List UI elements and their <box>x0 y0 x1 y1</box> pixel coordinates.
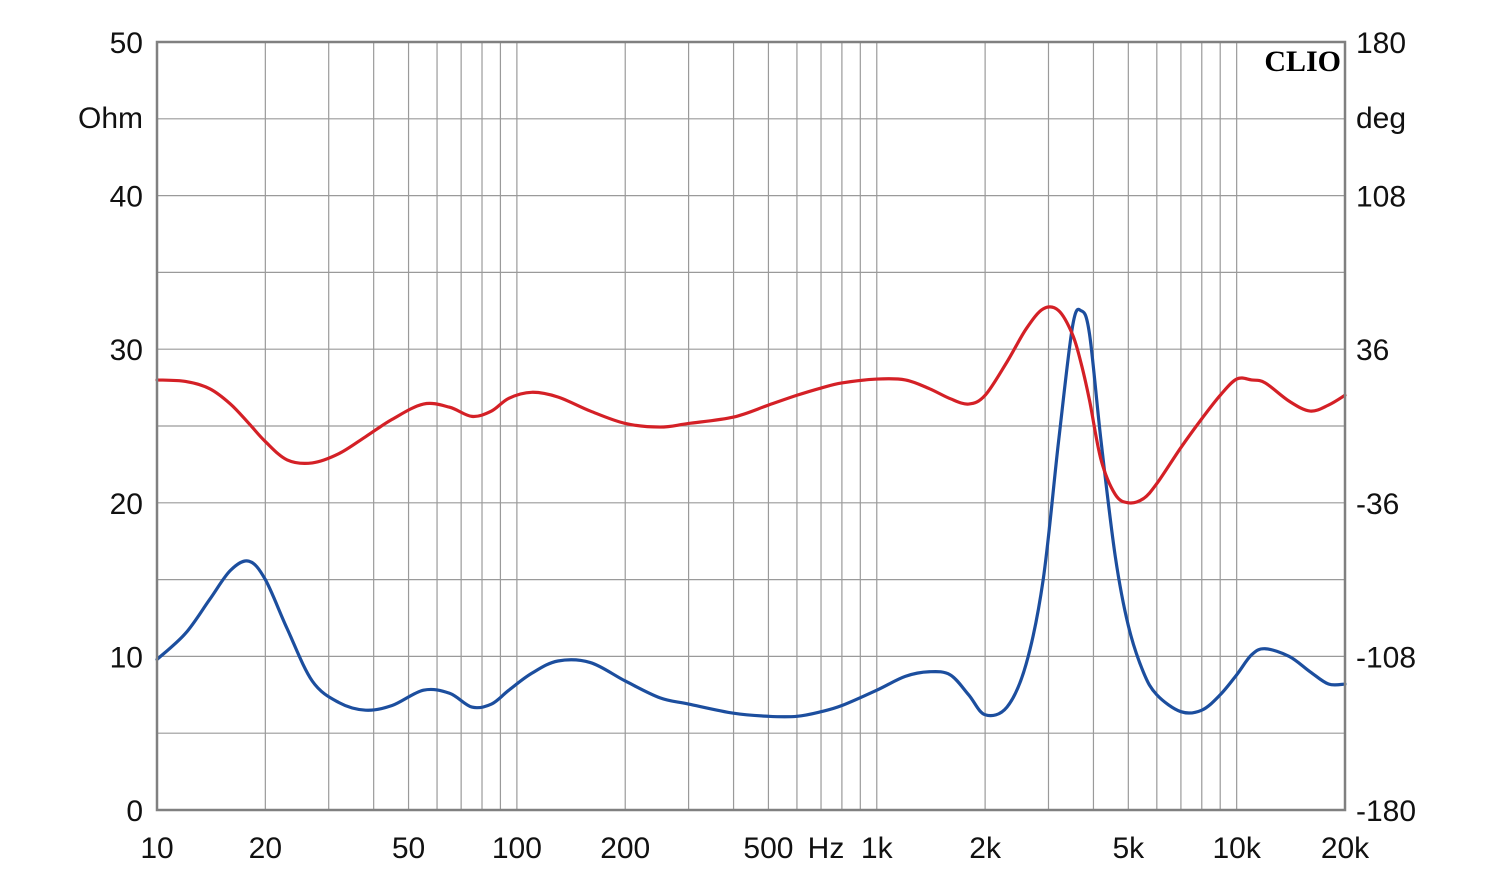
x-axis-tick-label: 10k <box>1212 832 1261 865</box>
phase-curve-red <box>155 305 1347 505</box>
left-axis-tick-label: 30 <box>110 334 143 367</box>
x-axis-tick-label: 5k <box>1112 832 1145 865</box>
right-axis-tick-label: 108 <box>1356 181 1406 214</box>
left-axis-tick-label: 0 <box>126 795 143 828</box>
left-axis-tick-label: 50 <box>110 27 143 60</box>
impedance-curve-blue <box>155 307 1347 719</box>
left-axis-unit-label: Ohm <box>78 102 143 135</box>
x-axis-tick-label: 200 <box>600 832 650 865</box>
x-axis-tick-label: 50 <box>392 832 425 865</box>
right-axis-tick-label: -180 <box>1356 795 1416 828</box>
left-axis-tick-label: 10 <box>110 641 143 674</box>
x-axis-tick-label: 1k <box>861 832 894 865</box>
x-axis-tick-label: 500 <box>743 832 793 865</box>
plot-frame <box>155 40 1347 812</box>
left-axis-tick-labels: 0 10 20 30 40 50 <box>110 27 143 828</box>
right-axis-tick-labels: -180 -108 -36 36 108 180 <box>1356 27 1416 828</box>
clio-brand-label: CLIO <box>1264 45 1341 78</box>
x-axis-unit-label: Hz <box>808 832 845 865</box>
right-axis-tick-label: -36 <box>1356 488 1399 521</box>
right-axis-tick-label: 36 <box>1356 334 1389 367</box>
right-axis-tick-label: 180 <box>1356 27 1406 60</box>
x-axis-tick-label: 20 <box>249 832 282 865</box>
plot-curves <box>155 305 1347 719</box>
left-axis-tick-label: 40 <box>110 181 143 214</box>
right-axis-tick-label: -108 <box>1356 641 1416 674</box>
x-axis-tick-label: 20k <box>1321 832 1370 865</box>
right-axis-unit-label: deg <box>1356 102 1406 135</box>
x-axis-tick-labels: 10 20 50 100 200 500 1k 2k 5k 10k 20k <box>140 832 1370 865</box>
left-axis-tick-label: 20 <box>110 488 143 521</box>
x-axis-tick-label: 100 <box>492 832 542 865</box>
x-axis-tick-label: 2k <box>969 832 1002 865</box>
x-axis-tick-label: 10 <box>140 832 173 865</box>
